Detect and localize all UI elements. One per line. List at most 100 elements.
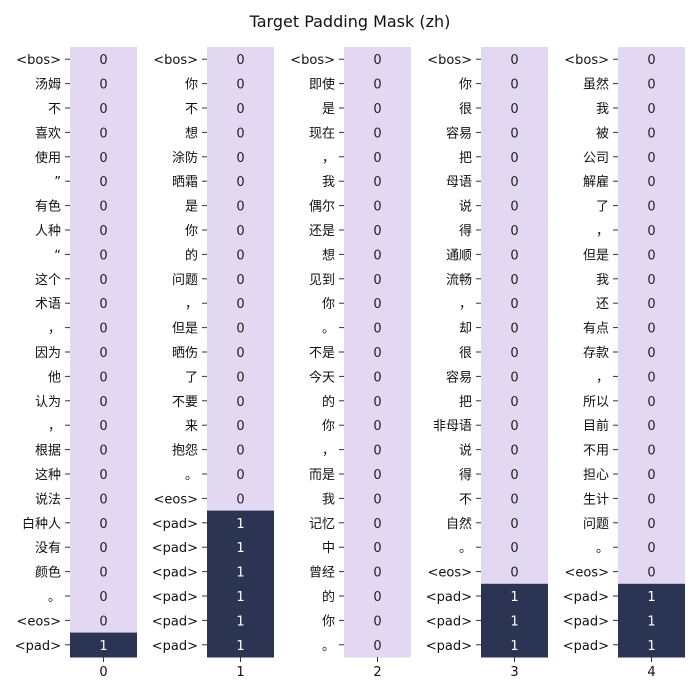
cell-value-label: 0 bbox=[373, 322, 381, 337]
cell-value-label: 0 bbox=[373, 175, 381, 190]
cell-value-label: 0 bbox=[510, 297, 518, 312]
cell-value-label: 0 bbox=[373, 102, 381, 117]
heatmap-cell bbox=[207, 266, 274, 292]
heatmap-cell bbox=[207, 632, 274, 658]
cell-value-label: 0 bbox=[647, 419, 655, 434]
heatmap-cell bbox=[70, 266, 137, 292]
cell-value-label: 1 bbox=[236, 614, 244, 629]
heatmap-cell bbox=[618, 315, 685, 341]
cell-value-label: 0 bbox=[510, 566, 518, 581]
token-label: 记忆 bbox=[309, 516, 335, 532]
token-label: <pad> bbox=[426, 639, 472, 654]
heatmap-cell bbox=[344, 217, 411, 243]
heatmap-cell bbox=[207, 510, 274, 536]
token-label: 公司 bbox=[583, 151, 609, 166]
token-label: 术语 bbox=[35, 297, 61, 312]
heatmap-cell bbox=[344, 71, 411, 97]
cell-value-label: 0 bbox=[647, 273, 655, 288]
heatmap-cell bbox=[344, 559, 411, 585]
cell-value-label: 1 bbox=[236, 541, 244, 556]
token-label: <bos> bbox=[564, 53, 609, 68]
cell-value-label: 0 bbox=[99, 419, 107, 434]
heatmap-cell bbox=[481, 71, 548, 97]
token-label: <pad> bbox=[152, 566, 198, 581]
cell-value-label: 0 bbox=[99, 200, 107, 215]
heatmap-cell bbox=[481, 486, 548, 512]
heatmap-cell bbox=[481, 583, 548, 609]
token-label: 把 bbox=[459, 395, 472, 410]
heatmap-cell bbox=[70, 632, 137, 658]
heatmap-cell bbox=[481, 339, 548, 365]
cell-value-label: 0 bbox=[236, 370, 244, 385]
heatmap-cell bbox=[618, 364, 685, 390]
cell-value-label: 0 bbox=[510, 444, 518, 459]
heatmap-cell bbox=[481, 608, 548, 634]
heatmap-panel-0: 0 <bos> 0 汤姆 0 不 0 喜欢 0 使用 0 ” 0 有色 0 人种 0 “ 0 这个 0 术语 0 ， 0 因为 0 他… bbox=[15, 47, 137, 680]
heatmap-cell bbox=[207, 461, 274, 487]
heatmap-cell bbox=[618, 242, 685, 268]
token-label: 这个 bbox=[35, 272, 61, 288]
token-label: ， bbox=[459, 297, 472, 312]
heatmap-cell bbox=[70, 510, 137, 536]
token-label: <eos> bbox=[16, 614, 61, 629]
token-label: <eos> bbox=[564, 566, 609, 581]
token-label: 汤姆 bbox=[35, 78, 61, 93]
cell-value-label: 0 bbox=[236, 395, 244, 410]
token-label: 你 bbox=[322, 614, 335, 629]
token-label: <eos> bbox=[153, 492, 198, 507]
token-label: 是 bbox=[322, 102, 335, 117]
token-label: 了 bbox=[185, 370, 198, 385]
cell-value-label: 0 bbox=[647, 541, 655, 556]
token-label: 但是 bbox=[583, 248, 609, 263]
cell-value-label: 0 bbox=[647, 200, 655, 215]
token-label: <bos> bbox=[427, 53, 472, 68]
heatmap-cell bbox=[70, 71, 137, 97]
cell-value-label: 0 bbox=[373, 200, 381, 215]
token-label: 却 bbox=[459, 322, 472, 337]
token-label: ， bbox=[48, 322, 61, 337]
heatmap-cell bbox=[481, 266, 548, 292]
heatmap-cell bbox=[481, 437, 548, 463]
cell-value-label: 0 bbox=[510, 492, 518, 507]
cell-value-label: 0 bbox=[236, 102, 244, 117]
heatmap-cell bbox=[70, 413, 137, 438]
cell-value-label: 0 bbox=[99, 297, 107, 312]
token-label: 想 bbox=[322, 247, 335, 263]
cell-value-label: 0 bbox=[373, 614, 381, 629]
token-label: 是 bbox=[185, 200, 198, 215]
token-label: 偶尔 bbox=[309, 200, 335, 215]
heatmap-cell bbox=[70, 47, 137, 72]
token-label: 流畅 bbox=[446, 273, 472, 288]
cell-value-label: 0 bbox=[236, 200, 244, 215]
heatmap-cell bbox=[207, 535, 274, 560]
cell-value-label: 1 bbox=[236, 517, 244, 532]
heatmap-cell bbox=[344, 47, 411, 72]
token-label: <pad> bbox=[152, 614, 198, 629]
token-label: ， bbox=[48, 419, 61, 434]
cell-value-label: 0 bbox=[373, 468, 381, 483]
cell-value-label: 0 bbox=[99, 248, 107, 263]
token-label: 不要 bbox=[172, 395, 198, 410]
cell-value-label: 0 bbox=[510, 224, 518, 239]
cell-value-label: 0 bbox=[373, 370, 381, 385]
cell-value-label: 0 bbox=[236, 297, 244, 312]
token-label: 。 bbox=[459, 541, 472, 556]
heatmap-cell bbox=[70, 364, 137, 390]
token-label: 抱怨 bbox=[172, 443, 198, 459]
cell-value-label: 0 bbox=[510, 102, 518, 117]
heatmap-cell bbox=[344, 510, 411, 536]
token-label: 我 bbox=[322, 175, 335, 190]
heatmap-cell bbox=[70, 217, 137, 243]
heatmap-cell bbox=[344, 291, 411, 316]
heatmap-cell bbox=[344, 144, 411, 170]
token-label: 你 bbox=[185, 78, 198, 93]
heatmap-cell bbox=[207, 608, 274, 634]
cell-value-label: 0 bbox=[99, 614, 107, 629]
token-label: 你 bbox=[185, 224, 198, 239]
cell-value-label: 0 bbox=[647, 297, 655, 312]
token-label: 生计 bbox=[583, 492, 609, 507]
heatmap-cell bbox=[618, 632, 685, 658]
token-label: 我 bbox=[596, 273, 609, 288]
cell-value-label: 0 bbox=[373, 419, 381, 434]
token-label: 今天 bbox=[309, 369, 335, 385]
